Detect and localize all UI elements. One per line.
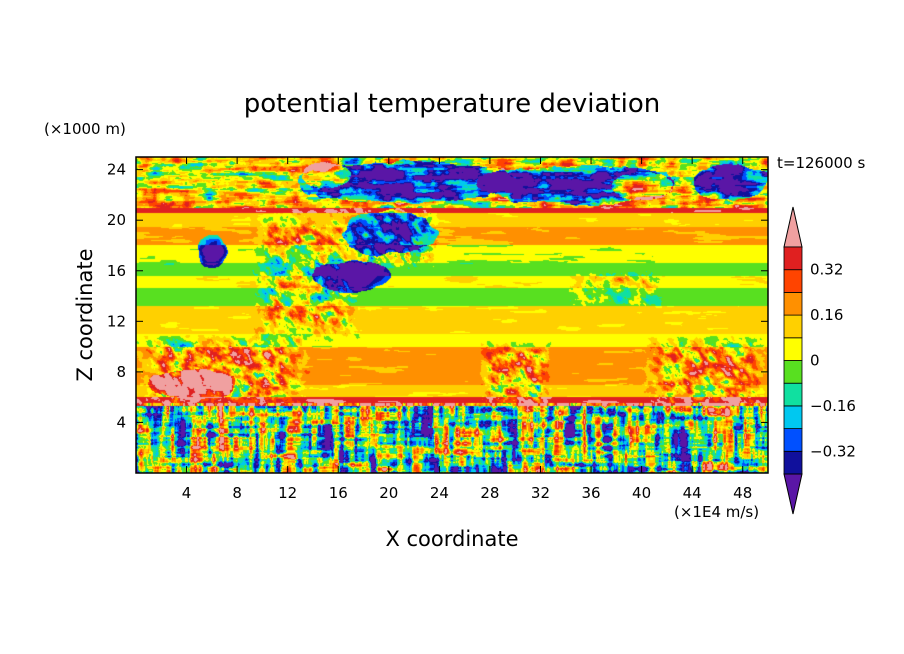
x-tick-label: 36	[581, 484, 600, 502]
colorbar-segment	[783, 337, 803, 361]
time-label: t=126000 s	[777, 154, 865, 172]
colorbar-labels: −0.32 −0.16 0 0.16 0.32	[810, 261, 856, 461]
x-tick-label: 32	[531, 484, 550, 502]
colorbar	[783, 206, 803, 515]
chart-title: potential temperature deviation	[244, 89, 660, 119]
x-tick-label: 48	[733, 484, 752, 502]
x-tick-label: 24	[430, 484, 449, 502]
y-tick-label: 20	[107, 211, 126, 229]
colorbar-tick-label: 0.32	[810, 261, 843, 279]
x-axis-title: X coordinate	[385, 527, 518, 551]
y-unit-label: (×1000 m)	[44, 120, 126, 138]
y-tick-label: 16	[107, 262, 126, 280]
colorbar-tick-label: −0.16	[810, 397, 856, 415]
colorbar-segment	[783, 428, 803, 452]
colorbar-segment	[783, 360, 803, 384]
x-tick-label: 20	[379, 484, 398, 502]
plot-frame	[135, 156, 769, 474]
colorbar-segment	[783, 314, 803, 339]
colorbar-segment	[783, 450, 803, 475]
x-tick-label: 16	[329, 484, 348, 502]
colorbar-tick-label: −0.32	[810, 442, 856, 460]
colorbar-extend-bottom	[783, 473, 803, 515]
colorbar-extend-top	[783, 206, 803, 248]
heatmap-field	[136, 157, 768, 473]
y-tick-label: 4	[116, 413, 126, 431]
plot-area	[135, 156, 769, 474]
colorbar-tick-label: 0.16	[810, 306, 843, 324]
x-unit-label: (×1E4 m/s)	[674, 503, 759, 521]
x-tick-label: 12	[278, 484, 297, 502]
y-axis-ticks: 4 8 12 16 20 24	[107, 161, 768, 431]
colorbar-segment	[783, 405, 803, 429]
x-tick-label: 28	[480, 484, 499, 502]
colorbar-tick-label: 0	[810, 352, 820, 370]
x-tick-label: 4	[182, 484, 192, 502]
y-tick-label: 12	[107, 312, 126, 330]
y-tick-label: 8	[116, 363, 126, 381]
x-tick-label: 8	[232, 484, 242, 502]
colorbar-segment	[783, 246, 803, 271]
colorbar-segment	[783, 269, 803, 293]
y-axis-title: Z coordinate	[73, 248, 97, 381]
colorbar-segment	[783, 382, 803, 407]
x-tick-label: 44	[683, 484, 702, 502]
x-axis-ticks: 4 8 12 16 20 24 28 32 36 40 44 48	[182, 157, 752, 502]
colorbar-segment	[783, 291, 803, 316]
y-tick-label: 24	[107, 161, 126, 179]
x-tick-label: 40	[632, 484, 651, 502]
